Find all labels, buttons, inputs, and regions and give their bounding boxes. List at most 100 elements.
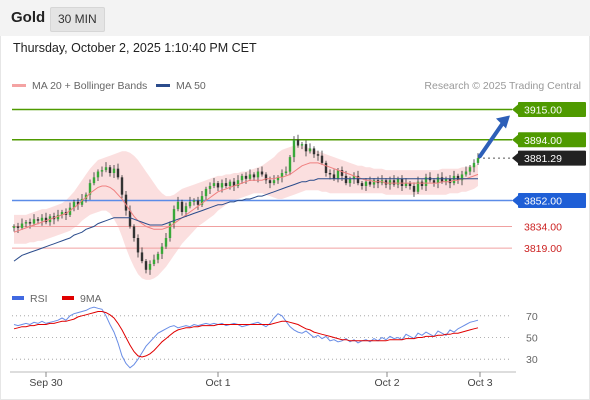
candle — [88, 183, 92, 195]
candle — [176, 201, 180, 210]
legend-label-ma20: MA 20 + Bollinger Bands — [32, 80, 148, 92]
legend-label-rsi: RSI — [30, 293, 48, 305]
price-label-resistance: 3894.00 — [524, 135, 562, 147]
candle — [256, 171, 260, 178]
candle — [224, 183, 228, 186]
candle — [188, 201, 192, 207]
candle — [444, 178, 448, 182]
candle — [352, 175, 356, 179]
x-tick-label: Oct 1 — [205, 377, 230, 389]
candle — [388, 180, 392, 185]
candle — [96, 171, 100, 178]
candle — [460, 174, 464, 181]
candle — [40, 217, 44, 221]
candle — [332, 174, 336, 179]
candle — [308, 148, 312, 152]
candle — [92, 177, 96, 184]
rsi-ma-line — [13, 311, 479, 358]
candle — [192, 200, 196, 202]
candle — [204, 188, 208, 197]
instrument-title: Gold — [11, 9, 46, 26]
candle — [304, 144, 308, 152]
candle — [420, 181, 424, 186]
candle — [364, 181, 368, 186]
candle — [336, 170, 340, 179]
candle — [464, 171, 468, 175]
candle — [80, 199, 84, 205]
candle — [44, 217, 48, 223]
candle — [312, 148, 316, 155]
candle — [296, 139, 300, 146]
price-label-target: 3915.00 — [524, 104, 562, 116]
candle — [60, 212, 64, 215]
candle — [340, 170, 344, 176]
candle — [268, 180, 272, 184]
bollinger-band — [14, 145, 478, 280]
candle — [468, 167, 472, 172]
forecast-arrow-shaft — [478, 119, 506, 159]
candle — [320, 155, 324, 163]
candle — [132, 226, 136, 238]
candle — [276, 177, 280, 181]
legend-item-ma50: MA 50 — [156, 80, 206, 92]
candle — [316, 154, 320, 156]
candle — [128, 210, 132, 227]
candle — [28, 222, 32, 224]
candle — [432, 180, 436, 184]
candle — [448, 178, 452, 184]
candle — [76, 201, 80, 205]
legend-swatch-ma20 — [12, 83, 26, 87]
candle — [272, 180, 276, 184]
candle — [212, 183, 216, 186]
candle — [244, 175, 248, 179]
candle — [20, 223, 24, 228]
price-label-box-last — [518, 150, 586, 166]
candle — [472, 162, 476, 168]
candle — [220, 183, 224, 188]
candle — [344, 175, 348, 184]
candle — [168, 223, 172, 238]
candle — [252, 174, 256, 178]
rsi-tick-label: 50 — [526, 333, 538, 345]
price-label-last: 3881.29 — [524, 153, 562, 165]
candle — [152, 259, 156, 264]
candle — [232, 181, 236, 186]
candle — [32, 219, 36, 224]
price-label-pointer-pivot — [512, 195, 518, 206]
price-label-box-pivot — [518, 192, 586, 208]
candle — [248, 174, 252, 179]
candle — [404, 183, 408, 186]
candle — [124, 194, 128, 211]
timeframe-button[interactable]: 30 MIN — [50, 7, 105, 32]
candle — [452, 175, 456, 184]
legend-item-rsi-ma: 9MA — [62, 293, 102, 305]
candle — [440, 177, 444, 182]
candle — [300, 144, 304, 146]
candle — [180, 201, 184, 212]
candle — [136, 238, 140, 253]
candle — [288, 157, 292, 172]
candle — [328, 173, 332, 175]
credit-text: Research © 2025 Trading Central — [424, 80, 581, 92]
candle — [12, 226, 16, 228]
candle — [416, 181, 420, 192]
candle — [284, 171, 288, 173]
legend-label-ma50: MA 50 — [176, 80, 206, 92]
legend-item-ma20: MA 20 + Bollinger Bands — [12, 80, 147, 92]
candle — [56, 214, 60, 220]
candle — [120, 177, 124, 195]
price-label-pointer-last — [512, 153, 518, 164]
candle — [100, 170, 104, 172]
header-bar: Gold 30 MIN — [0, 0, 590, 36]
candle — [148, 264, 152, 270]
candle — [164, 238, 168, 247]
candle — [292, 139, 296, 158]
candle — [456, 175, 460, 181]
candle — [68, 207, 72, 215]
price-label-support: 3819.00 — [524, 243, 562, 255]
candle — [236, 180, 240, 186]
candle — [324, 162, 328, 173]
candle — [396, 178, 400, 185]
candle — [196, 200, 200, 205]
